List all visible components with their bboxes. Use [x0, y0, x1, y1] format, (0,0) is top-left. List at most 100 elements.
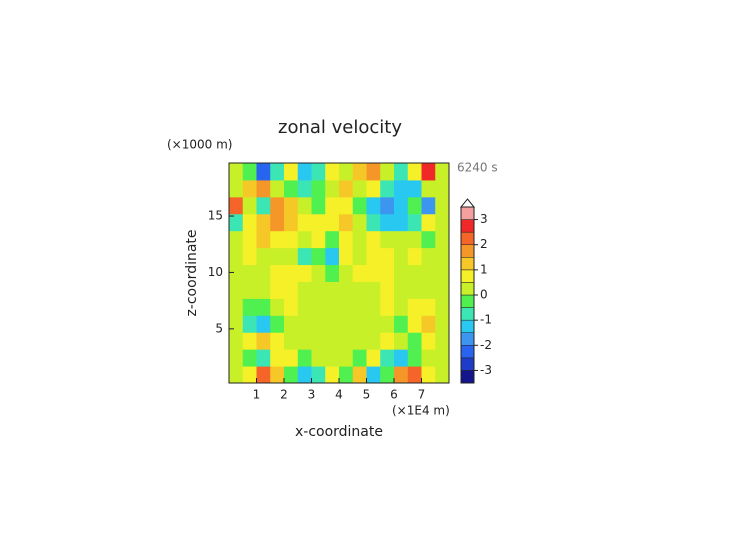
- field-cell: [421, 163, 436, 181]
- field-cell: [380, 196, 395, 215]
- x-tick-label: 6: [390, 388, 398, 402]
- field-cell: [352, 247, 367, 266]
- field-cell: [407, 179, 422, 198]
- field-cell: [311, 213, 326, 232]
- field-cell: [297, 281, 312, 299]
- field-cell: [284, 213, 299, 232]
- field-cell: [256, 366, 271, 384]
- field-cell: [339, 298, 354, 316]
- colorbar-bin: [460, 332, 475, 346]
- field-cell: [325, 264, 340, 282]
- field-cell: [284, 281, 299, 299]
- colorbar-bin: [460, 319, 475, 333]
- y-tick-label: 5: [215, 321, 223, 335]
- field-cell: [366, 298, 381, 316]
- field-cell: [394, 163, 409, 181]
- field-cell: [311, 196, 326, 215]
- field-cell: [366, 315, 381, 333]
- field-cell: [284, 349, 299, 367]
- field-cell: [394, 332, 409, 350]
- field-cell: [270, 332, 285, 350]
- field-cell: [394, 247, 409, 266]
- field-cell: [256, 196, 271, 215]
- field-cell: [407, 196, 422, 215]
- field-cell: [366, 264, 381, 282]
- field-cell: [270, 163, 285, 181]
- field-cell: [421, 332, 436, 350]
- field-cell: [297, 315, 312, 333]
- y-axis-label: z-coordinate: [184, 229, 200, 316]
- field-cell: [242, 349, 257, 367]
- field-cell: [270, 264, 285, 282]
- field-cell: [407, 298, 422, 316]
- field-cell: [435, 213, 450, 232]
- field-cell: [352, 281, 367, 299]
- field-cell: [366, 213, 381, 232]
- field: [229, 163, 450, 384]
- field-cell: [242, 163, 257, 181]
- field-cell: [352, 298, 367, 316]
- field-cell: [311, 264, 326, 282]
- field-cell: [297, 247, 312, 266]
- field-cell: [242, 196, 257, 215]
- field-cell: [311, 179, 326, 198]
- field-cell: [366, 281, 381, 299]
- colorbar-tick-label: 1: [480, 262, 488, 276]
- field-cell: [270, 315, 285, 333]
- field-cell: [311, 230, 326, 249]
- field-cell: [352, 196, 367, 215]
- field-cell: [325, 196, 340, 215]
- field-cell: [311, 366, 326, 384]
- field-cell: [311, 247, 326, 266]
- field-cell: [339, 247, 354, 266]
- field-cell: [435, 179, 450, 198]
- field-cell: [380, 366, 395, 384]
- field-cell: [256, 332, 271, 350]
- colorbar-extension: [459, 198, 476, 208]
- field-cell: [325, 179, 340, 198]
- field-cell: [256, 349, 271, 367]
- field-cell: [256, 179, 271, 198]
- field-cell: [435, 196, 450, 215]
- field-cell: [421, 196, 436, 215]
- field-cell: [256, 213, 271, 232]
- field-cell: [380, 179, 395, 198]
- field-cell: [229, 196, 244, 215]
- field-cell: [229, 332, 244, 350]
- field-cell: [297, 163, 312, 181]
- field-cell: [339, 163, 354, 181]
- colorbar-bin: [460, 345, 475, 359]
- field-cell: [421, 264, 436, 282]
- field-cell: [435, 163, 450, 181]
- field-cell: [229, 230, 244, 249]
- colorbar-bin: [460, 206, 475, 220]
- field-cell: [366, 163, 381, 181]
- field-cell: [297, 264, 312, 282]
- field-cell: [284, 264, 299, 282]
- field-cell: [366, 196, 381, 215]
- field-cell: [421, 281, 436, 299]
- field-cell: [352, 366, 367, 384]
- colorbar-tick-label: -3: [480, 363, 492, 377]
- field-cell: [339, 332, 354, 350]
- field-cell: [270, 281, 285, 299]
- field-cell: [297, 349, 312, 367]
- field-cell: [297, 298, 312, 316]
- field-cell: [270, 230, 285, 249]
- x-tick-label: 3: [308, 388, 316, 402]
- x-tick-label: 2: [280, 388, 288, 402]
- field-cell: [366, 230, 381, 249]
- x-tick-label: 5: [363, 388, 371, 402]
- field-cell: [352, 315, 367, 333]
- field-cell: [256, 298, 271, 316]
- colorbar-bin: [460, 307, 475, 321]
- field-cell: [352, 163, 367, 181]
- field-cell: [270, 213, 285, 232]
- field-cell: [380, 230, 395, 249]
- field-cell: [435, 230, 450, 249]
- field-cell: [325, 281, 340, 299]
- field-cell: [229, 349, 244, 367]
- field-cell: [229, 315, 244, 333]
- field-cell: [297, 230, 312, 249]
- colorbar-bin: [460, 370, 475, 384]
